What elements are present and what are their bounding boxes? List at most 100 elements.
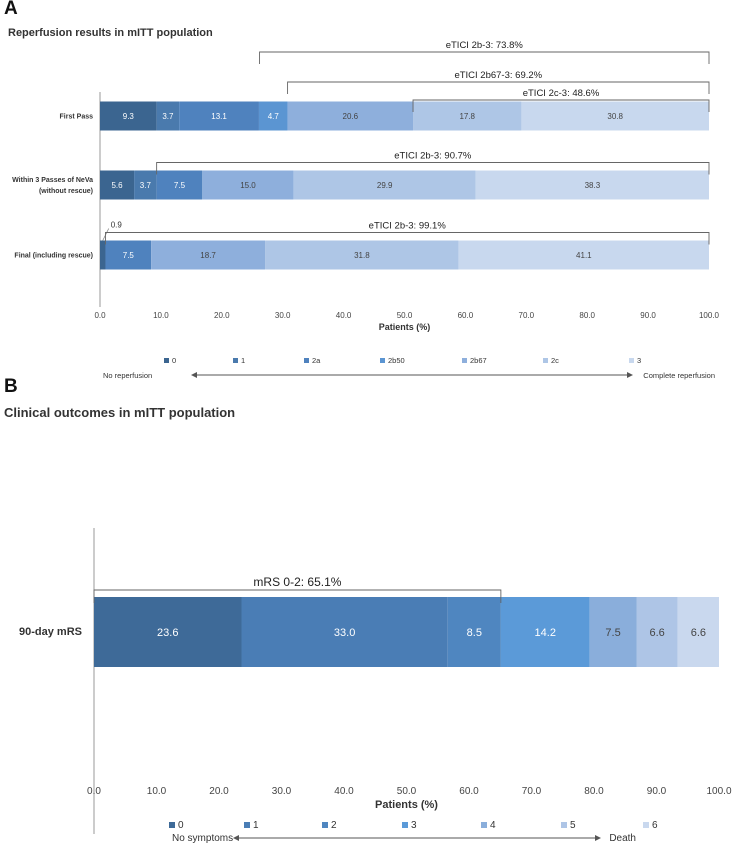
legend-swatch	[380, 358, 385, 363]
bar-segment	[156, 170, 203, 200]
bar-value-label: 4.7	[268, 112, 280, 121]
x-tick-label: 10.0	[147, 786, 167, 797]
bar-segment	[105, 240, 152, 270]
annotation-label: eTICI 2b-3: 99.1%	[369, 221, 447, 232]
bar-value-label: 18.7	[200, 251, 216, 260]
legend-label: 6	[652, 820, 658, 831]
bar-segment	[151, 240, 266, 270]
bar-segment	[589, 597, 637, 667]
bar-value-label: 5.6	[111, 181, 123, 190]
x-tick-label: 0.0	[94, 311, 106, 320]
legend-swatch	[543, 358, 548, 363]
legend-swatch	[402, 822, 408, 828]
bar-segment	[100, 240, 106, 270]
legend-label: 2c	[551, 356, 559, 365]
scale-arrow-left-head	[191, 372, 197, 378]
bar-value-label: 6.6	[649, 627, 664, 639]
annotation-bracket	[93, 589, 502, 603]
bar-segment	[100, 101, 157, 131]
x-axis-label: Patients (%)	[379, 322, 431, 332]
bar-value-label: 8.5	[467, 627, 482, 639]
bar-segment	[100, 170, 135, 200]
legend-label: 2a	[312, 356, 321, 365]
annotation-bracket	[287, 81, 710, 94]
bar-value-label: 9.3	[123, 112, 135, 121]
x-tick-label: 20.0	[209, 786, 229, 797]
bar-segment	[458, 240, 709, 270]
bar-segment	[241, 597, 448, 667]
annotation-bracket	[259, 51, 710, 64]
bar-segment	[94, 597, 242, 667]
x-tick-label: 30.0	[272, 786, 292, 797]
legend-label: 0	[178, 820, 184, 831]
annotation-label: eTICI 2b-3: 90.7%	[394, 151, 472, 162]
bar-segment	[202, 170, 294, 200]
x-tick-label: 70.0	[519, 311, 535, 320]
row-label: Final (including rescue)	[14, 252, 93, 259]
bar-segment	[500, 597, 590, 667]
bar-segment	[475, 170, 709, 200]
x-tick-label: 100.0	[706, 786, 731, 797]
bar-segment	[293, 170, 476, 200]
bar-segment	[636, 597, 678, 667]
legend-swatch	[629, 358, 634, 363]
row-label: First Pass	[60, 113, 94, 120]
bar-value-label: 7.5	[605, 627, 620, 639]
x-tick-label: 50.0	[397, 311, 413, 320]
bar-segment	[265, 240, 459, 270]
scale-left-label: No symptoms	[172, 833, 233, 844]
bar-value-label: 29.9	[377, 181, 393, 190]
outside-value-label: 0.9	[111, 221, 123, 230]
scale-arrow-right-head	[595, 835, 601, 841]
x-tick-label: 70.0	[522, 786, 542, 797]
legend-swatch	[164, 358, 169, 363]
row-label: 90-day mRS	[19, 626, 82, 638]
annotation-bracket	[412, 99, 710, 112]
bar-value-label: 7.5	[174, 181, 186, 190]
bar-value-label: 15.0	[240, 181, 256, 190]
bar-segment	[134, 170, 157, 200]
x-tick-label: 80.0	[579, 311, 595, 320]
panel-a-letter: A	[4, 0, 18, 19]
bar-value-label: 3.7	[140, 181, 152, 190]
annotation-label: mRS 0-2: 65.1%	[253, 575, 341, 589]
x-tick-label: 40.0	[336, 311, 352, 320]
legend-swatch	[304, 358, 309, 363]
annotation-label: eTICI 2b67-3: 69.2%	[454, 70, 542, 81]
x-tick-label: 90.0	[647, 786, 667, 797]
annotation-label: eTICI 2b-3: 73.8%	[446, 40, 524, 51]
legend-swatch	[462, 358, 467, 363]
legend-label: 2	[331, 820, 337, 831]
bar-segment	[156, 101, 180, 131]
scale-right-label: Complete reperfusion	[643, 371, 715, 380]
x-tick-label: 60.0	[458, 311, 474, 320]
legend-swatch	[233, 358, 238, 363]
bar-value-label: 7.5	[123, 251, 135, 260]
bar-value-label: 20.6	[343, 112, 359, 121]
scale-arrow-left-head	[233, 835, 239, 841]
x-tick-label: 90.0	[640, 311, 656, 320]
bar-value-label: 17.8	[459, 112, 475, 121]
bar-segment	[179, 101, 259, 131]
bar-segment	[413, 101, 522, 131]
bar-value-label: 31.8	[354, 251, 370, 260]
bar-segment	[447, 597, 501, 667]
legend-label: 0	[172, 356, 176, 365]
legend-label: 3	[411, 820, 417, 831]
bar-value-label: 38.3	[585, 181, 601, 190]
row-label: (without rescue)	[39, 188, 93, 195]
annotation-label: eTICI 2c-3: 48.6%	[523, 88, 600, 99]
annotation-bracket	[156, 162, 710, 175]
legend-swatch	[561, 822, 567, 828]
bar-segment	[287, 101, 414, 131]
x-tick-label: 20.0	[214, 311, 230, 320]
bar-segment	[521, 101, 709, 131]
scale-arrow-right-head	[627, 372, 633, 378]
x-tick-label: 100.0	[699, 311, 720, 320]
legend-swatch	[169, 822, 175, 828]
x-tick-label: 10.0	[153, 311, 169, 320]
legend-swatch	[244, 822, 250, 828]
panel-b-title: Clinical outcomes in mITT population	[4, 405, 236, 420]
bar-value-label: 3.7	[162, 112, 174, 121]
